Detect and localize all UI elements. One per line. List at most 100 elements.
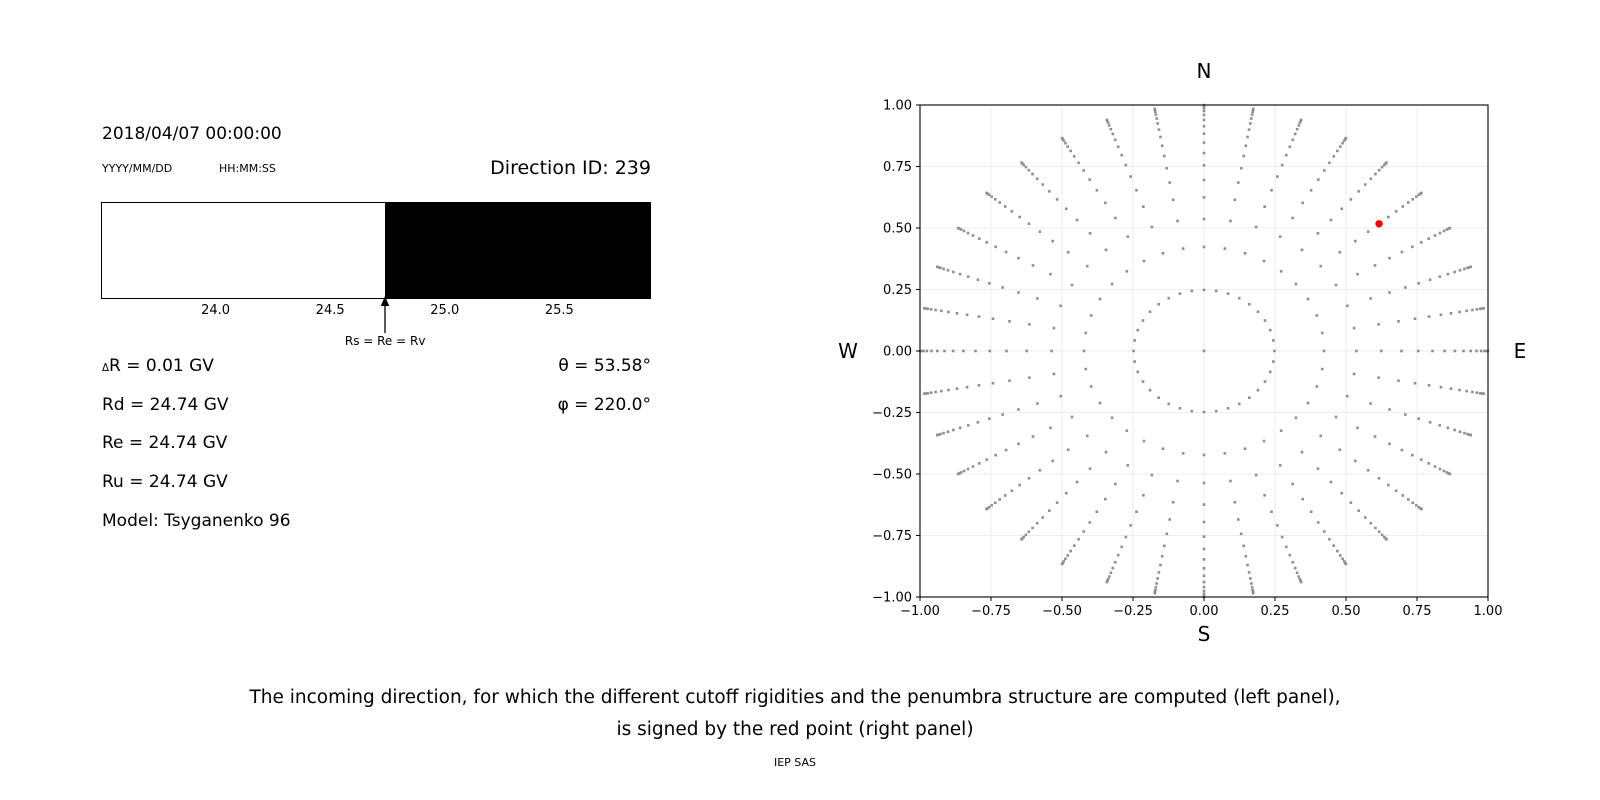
- direction-dot: [1105, 579, 1109, 583]
- direction-dot: [1427, 237, 1431, 240]
- direction-dot: [1036, 297, 1039, 300]
- direction-dot: [1202, 106, 1206, 110]
- direction-dot: [1411, 501, 1415, 505]
- direction-dot: [1070, 415, 1074, 419]
- direction-dot: [1171, 198, 1175, 202]
- direction-dot: [1275, 524, 1279, 527]
- direction-dot: [1414, 503, 1418, 507]
- direction-dot: [1316, 521, 1320, 524]
- direction-dot: [1397, 319, 1400, 323]
- direction-dot: [1458, 310, 1461, 314]
- direction-dot: [1155, 582, 1158, 585]
- direction-dot-center: [1202, 349, 1206, 353]
- direction-dot: [1442, 229, 1446, 233]
- direction-dot: [926, 391, 930, 395]
- direction-dot: [1394, 489, 1398, 492]
- direction-dot: [1349, 501, 1353, 504]
- direction-dot: [1250, 582, 1253, 585]
- direction-dot: [1055, 501, 1059, 504]
- direction-dot: [966, 424, 970, 427]
- direction-dot: [1242, 154, 1245, 158]
- direction-dot: [1028, 376, 1031, 379]
- direction-dot: [1329, 480, 1333, 484]
- direction-dot: [1356, 272, 1359, 276]
- direction-dot: [1125, 270, 1129, 273]
- direction-dot: [957, 472, 961, 475]
- direction-dot: [1190, 409, 1194, 413]
- direction-dot: [1419, 458, 1423, 461]
- direction-dot: [1254, 225, 1258, 229]
- direction-dot: [1466, 266, 1469, 270]
- direction-dot: [1024, 165, 1028, 169]
- direction-dot: [1272, 360, 1275, 363]
- direction-dot: [1374, 172, 1377, 176]
- direction-dot: [977, 462, 981, 465]
- direction-dot: [1280, 163, 1284, 167]
- direction-dot: [1332, 155, 1336, 158]
- direction-grid-dots: [918, 103, 1490, 599]
- direction-dot: [1291, 560, 1295, 564]
- direction-dot: [1150, 225, 1154, 229]
- direction-dot: [1120, 545, 1124, 549]
- direction-dot: [1316, 178, 1320, 181]
- direction-dot: [1322, 349, 1326, 353]
- direction-dot: [1298, 578, 1302, 581]
- direction-dot: [1104, 450, 1108, 454]
- direction-dot: [1320, 331, 1324, 335]
- direction-dot: [1114, 216, 1117, 220]
- direction-dot: [1357, 509, 1360, 512]
- direction-dot: [1176, 479, 1179, 483]
- direction-dot: [1098, 297, 1102, 301]
- direction-dot: [929, 391, 933, 394]
- direction-dot: [1041, 516, 1045, 519]
- direction-dot: [994, 453, 997, 457]
- direction-dot: [1344, 561, 1347, 565]
- direction-dot: [1363, 183, 1367, 186]
- direction-dot: [1442, 469, 1446, 473]
- direction-dot: [1417, 281, 1421, 285]
- direction-dot: [1142, 259, 1146, 263]
- compass-east-label: E: [1514, 339, 1527, 363]
- direction-dot: [1150, 473, 1154, 477]
- direction-dot: [1268, 328, 1272, 332]
- direction-dot: [966, 467, 970, 471]
- direction-dot: [1288, 145, 1292, 149]
- direction-dot: [1309, 188, 1313, 192]
- direction-dot: [1273, 349, 1276, 353]
- direction-dot: [1394, 210, 1398, 213]
- direction-dot: [1279, 270, 1283, 273]
- direction-dot: [1148, 388, 1152, 392]
- direction-dot: [1052, 326, 1056, 330]
- direction-dot: [1133, 360, 1136, 363]
- direction-dot: [1082, 169, 1085, 172]
- direction-dot: [1380, 165, 1384, 169]
- direction-dot: [1190, 289, 1194, 293]
- direction-dot: [987, 417, 991, 421]
- direction-dot: [1433, 234, 1437, 237]
- direction-dot: [1404, 286, 1407, 289]
- direction-dot: [1284, 545, 1288, 549]
- direction-dot: [1251, 110, 1255, 114]
- direction-dot: [1416, 349, 1420, 353]
- direction-dot: [1478, 307, 1482, 311]
- direction-dot: [1082, 349, 1086, 353]
- direction-dot: [1181, 247, 1185, 250]
- direction-dot: [1293, 566, 1297, 570]
- direction-dot: [1020, 162, 1024, 165]
- direction-dot: [1353, 239, 1357, 243]
- direction-dot: [1035, 521, 1039, 525]
- direction-dot: [1419, 192, 1422, 195]
- direction-dot: [1251, 590, 1255, 594]
- direction-dot: [1202, 113, 1206, 117]
- direction-dot: [1341, 141, 1344, 145]
- direction-dot: [1153, 108, 1157, 112]
- direction-dot: [1098, 401, 1102, 405]
- direction-dot: [1202, 104, 1206, 108]
- direction-dot: [1352, 372, 1356, 376]
- direction-dot: [1214, 289, 1218, 293]
- direction-dot: [1103, 497, 1107, 501]
- caption-line-1: The incoming direction, for which the di…: [249, 687, 1341, 708]
- direction-dot: [1163, 154, 1166, 158]
- direction-dot: [1003, 494, 1007, 497]
- direction-dot: [1301, 201, 1305, 205]
